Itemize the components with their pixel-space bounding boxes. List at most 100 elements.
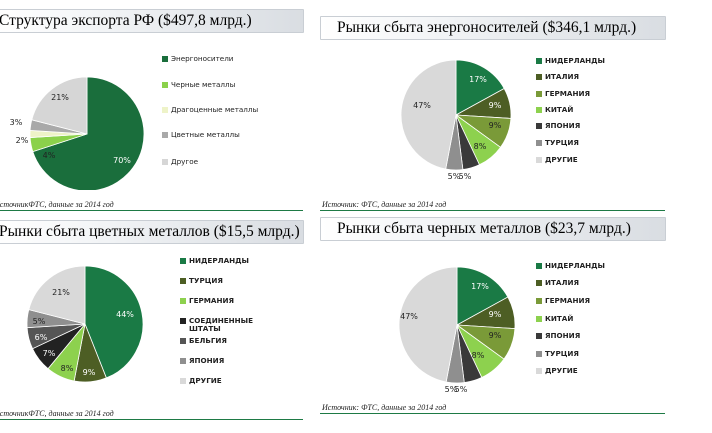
source-note: ИсточникФТС, данные за 2014 год: [0, 200, 114, 209]
legend-label: ДРУГИЕ: [545, 366, 578, 375]
legend-swatch: [536, 74, 542, 80]
panel-title-bar: Структура экспорта РФ ($497,8 млрд.): [0, 9, 304, 33]
pie-value-label: 9%: [489, 121, 502, 130]
panel-title: Рынки сбыта черных металлов ($23,7 млрд.…: [337, 220, 631, 237]
ferrous-markets-legend: НИДЕРЛАНДЫ ИТАЛИЯ ГЕРМАНИЯ КИТАЙ ЯПОНИЯ ТУРЦИ…: [536, 262, 656, 382]
pie-value-label: 17%: [471, 282, 489, 291]
legend-label: КИТАЙ: [545, 314, 574, 323]
pie-value-label: 47%: [400, 312, 418, 321]
pie-value-label: 70%: [113, 156, 131, 165]
legend-label: ИТАЛИЯ: [545, 278, 580, 287]
legend-label: ИТАЛИЯ: [545, 72, 580, 81]
legend-swatch: [180, 298, 186, 304]
pie-value-label: 5%: [455, 385, 468, 394]
pie-value-label: 5%: [445, 385, 458, 394]
pie-slice-нидерланды: [84, 265, 144, 379]
legend-label: СОЕДИНЕННЫЕ ШТАТЫ: [189, 316, 254, 333]
pie-slice-другие: [398, 266, 458, 383]
legend-swatch: [180, 318, 186, 324]
divider: [0, 210, 303, 211]
pie-value-label: 8%: [472, 351, 485, 360]
legend-label: ТУРЦИЯ: [189, 276, 223, 285]
legend-label: Черные металлы: [171, 80, 236, 89]
legend-swatch: [536, 107, 542, 113]
panel-title: Структура экспорта РФ ($497,8 млрд.): [0, 12, 252, 29]
divider: [320, 413, 665, 414]
pie-value-label: 8%: [474, 142, 487, 151]
pie-value-label: 9%: [489, 331, 502, 340]
pie-value-label: 4%: [43, 151, 56, 160]
legend-swatch: [162, 132, 168, 138]
export-structure-pie: 70% 4% 2% 3% 21%: [10, 76, 145, 190]
legend-label: ТУРЦИЯ: [545, 138, 579, 147]
legend-swatch: [536, 140, 542, 146]
nonferrous-markets-legend: НИДЕРЛАНДЫ ТУРЦИЯ ГЕРМАНИЯ СОЕДИНЕННЫЕ ШТАТ…: [180, 257, 300, 397]
legend-swatch: [180, 378, 186, 384]
legend-label: ЯПОНИЯ: [545, 121, 581, 130]
legend-swatch: [536, 263, 542, 269]
export-structure-legend: Энергоносители Черные металлы Драгоценные …: [162, 55, 302, 185]
legend-swatch: [162, 82, 168, 88]
pie-slice-нидерланды: [456, 266, 509, 326]
legend-swatch: [536, 123, 542, 129]
pie-value-label: 17%: [469, 75, 487, 84]
legend-swatch: [536, 280, 542, 286]
legend-swatch: [180, 278, 186, 284]
pie-value-label: 9%: [83, 368, 96, 377]
legend-label: Драгоценные металлы: [171, 105, 259, 114]
divider: [320, 210, 665, 211]
legend-swatch: [536, 58, 542, 64]
legend-swatch: [180, 358, 186, 364]
pie-value-label: 5%: [448, 172, 461, 181]
panel-title-bar: Рынки сбыта цветных металлов ($15,5 млрд…: [0, 220, 304, 244]
pie-slice-нидерланды: [455, 59, 505, 116]
legend-swatch: [536, 298, 542, 304]
legend-label: ГЕРМАНИЯ: [545, 89, 591, 98]
pie-value-label: 5%: [459, 172, 472, 181]
ferrous-markets-pie: 17% 9% 9% 8% 5%5% 47%: [398, 266, 516, 394]
legend-label: Цветные металлы: [171, 130, 240, 139]
legend-label: ДРУГИЕ: [545, 155, 578, 164]
legend-label: НИДЕРЛАНДЫ: [545, 261, 606, 270]
pie-value-label: 2%: [16, 136, 29, 145]
legend-swatch: [536, 351, 542, 357]
source-note: Источник: ФТС, данные за 2014 год: [322, 403, 447, 412]
pie-value-label: 21%: [51, 93, 69, 102]
legend-swatch: [162, 107, 168, 113]
legend-label: Энергоносители: [171, 54, 234, 63]
pie-value-label: 9%: [489, 101, 502, 110]
legend-swatch: [162, 56, 168, 62]
legend-swatch: [180, 258, 186, 264]
divider: [0, 419, 303, 420]
legend-label: НИДЕРЛАНДЫ: [189, 256, 250, 265]
legend-label: ЯПОНИЯ: [545, 331, 581, 340]
panel-title-bar: Рынки сбыта энергоносителей ($346,1 млрд…: [320, 16, 666, 40]
legend-label: НИДЕРЛАНДЫ: [545, 56, 606, 65]
pie-value-label: 44%: [116, 310, 134, 319]
pie-slice-другие: [28, 265, 86, 325]
pie-value-label: 3%: [10, 118, 23, 127]
source-note: ИсточникФТС, данные за 2014 год: [0, 409, 114, 418]
pie-value-label: 21%: [52, 288, 70, 297]
nonferrous-markets-pie: 44% 9% 8% 7% 6% 5% 21%: [26, 265, 144, 383]
legend-label: БЕЛЬГИЯ: [189, 336, 227, 345]
legend-label: ДРУГИЕ: [189, 376, 222, 385]
legend-swatch: [162, 159, 168, 165]
pie-value-label: 47%: [413, 101, 431, 110]
pie-slice-другие: [400, 59, 457, 170]
legend-label: ГЕРМАНИЯ: [545, 296, 591, 305]
pie-slice-другое: [31, 76, 88, 135]
energy-markets-pie: 17% 9% 9% 8% 5%5% 47%: [400, 59, 512, 181]
legend-label: ГЕРМАНИЯ: [189, 296, 235, 305]
panel-title-bar: Рынки сбыта черных металлов ($23,7 млрд.…: [320, 217, 666, 241]
legend-swatch: [536, 333, 542, 339]
legend-label: Другое: [171, 157, 199, 166]
legend-label: ЯПОНИЯ: [189, 356, 225, 365]
source-note: Источник: ФТС, данные за 2014 год: [322, 200, 447, 209]
pie-value-label: 5%: [33, 317, 46, 326]
panel-title: Рынки сбыта цветных металлов ($15,5 млрд…: [0, 223, 300, 240]
legend-swatch: [536, 316, 542, 322]
panel-title: Рынки сбыта энергоносителей ($346,1 млрд…: [337, 19, 637, 36]
energy-markets-legend: НИДЕРЛАНДЫ ИТАЛИЯ ГЕРМАНИЯ КИТАЙ ЯПОНИЯ ТУРЦИ…: [536, 57, 656, 177]
pie-value-label: 8%: [61, 364, 74, 373]
